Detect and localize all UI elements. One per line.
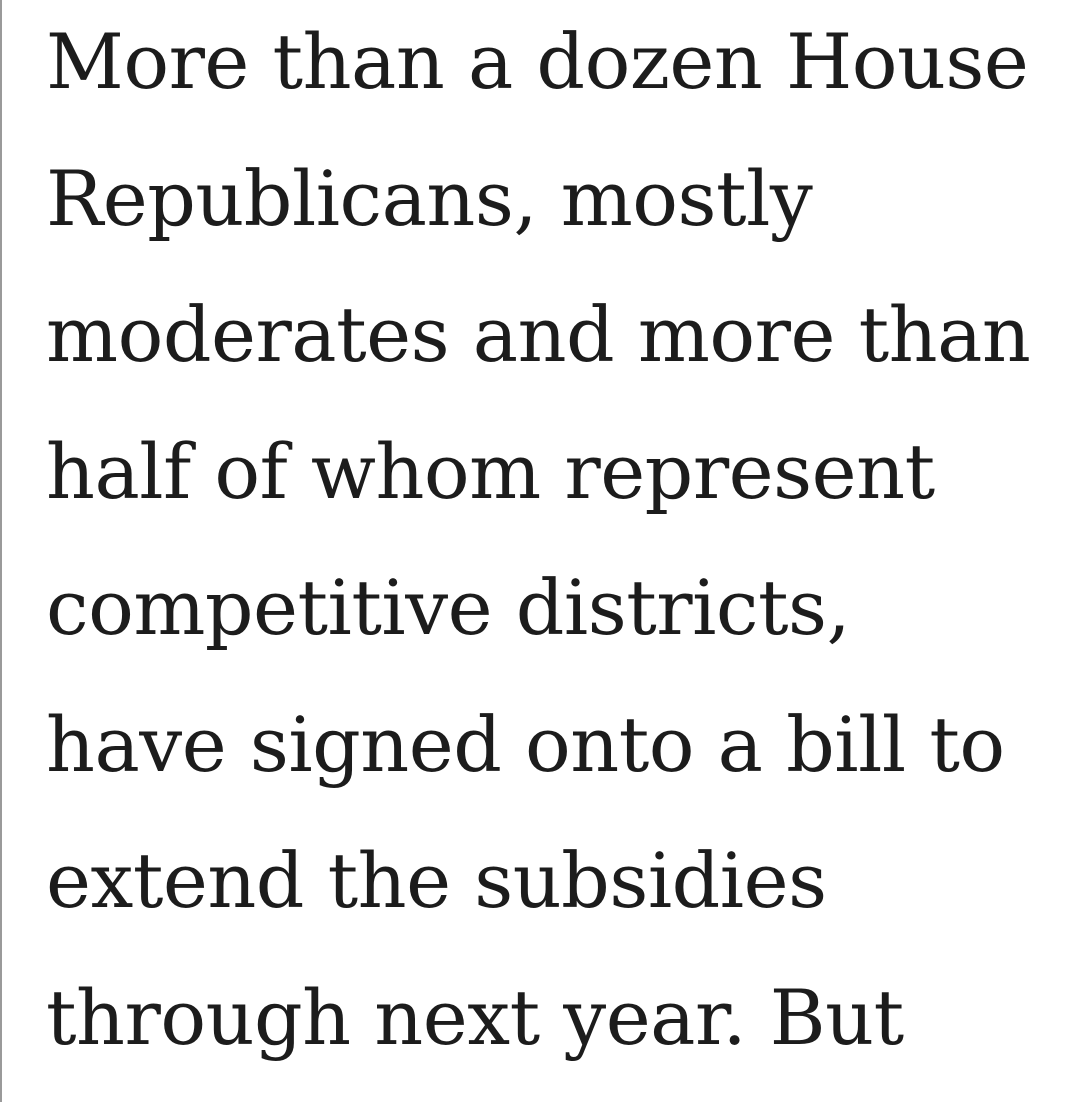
text-line: More than a dozen House bbox=[46, 17, 1029, 106]
text-line: extend the subsidies bbox=[46, 836, 827, 925]
text-line: Republicans, mostly bbox=[46, 153, 813, 243]
text-line: have signed onto a bill to bbox=[46, 699, 1005, 789]
text-line: half of whom represent bbox=[46, 426, 935, 516]
text-line: through next year. But bbox=[46, 972, 904, 1062]
text-line: competitive districts, bbox=[46, 563, 851, 652]
text-line: moderates and more than bbox=[46, 290, 1031, 379]
paragraph: More than a dozen House Republicans, most… bbox=[46, 0, 1031, 1086]
